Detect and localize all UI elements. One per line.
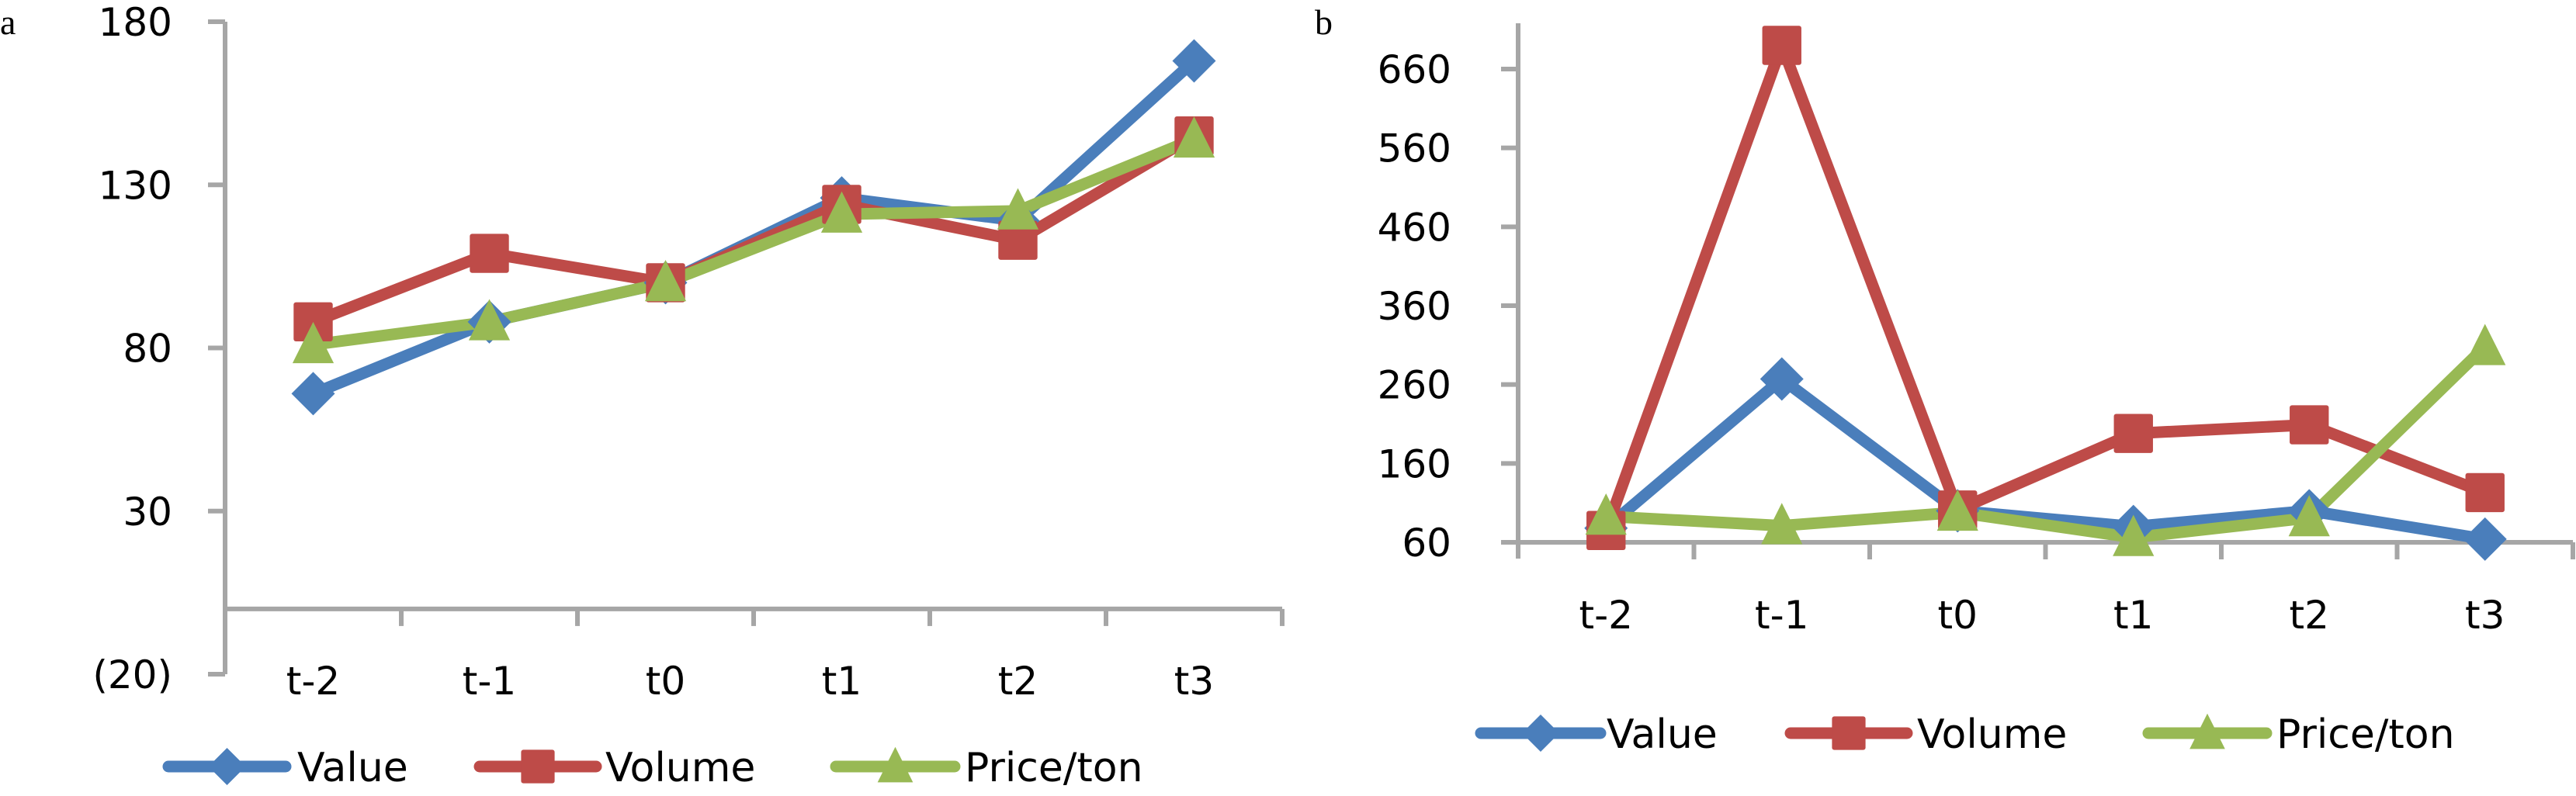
chart-a-legend: Value Volume Price/ton <box>162 745 1143 791</box>
chart-a-data-point-volume <box>470 234 509 273</box>
chart-a-y-tick-label: 30 <box>123 490 172 535</box>
chart-a-data-point-price-ton <box>468 299 511 341</box>
chart-b-x-tick-label: t1 <box>2113 593 2153 638</box>
chart-a-data-point-value <box>1172 39 1216 83</box>
chart-b-legend-label-price-ton: Price/ton <box>2276 711 2455 758</box>
chart-b-y-tick-label: 360 <box>1378 284 1451 329</box>
chart-b-series-line-volume <box>1600 40 2488 533</box>
chart-a-legend-label-value: Value <box>297 745 408 791</box>
chart-a-data-point-price-ton <box>997 188 1039 230</box>
chart-b-data-point-price-ton <box>2464 324 2506 365</box>
chart-a-series <box>291 39 1216 416</box>
chart-a-data-point-price-ton <box>820 191 863 233</box>
chart-a-data-point-price-ton <box>292 321 335 364</box>
chart-b-y-tick-label: 560 <box>1378 126 1451 171</box>
chart-a-series-line-value <box>310 56 1198 400</box>
chart-b-data-point-value <box>1760 357 1804 401</box>
chart-b-y-tick-label: 260 <box>1378 363 1451 408</box>
chart-b-x-axis: t-2 t-1 t0 t1 t2 t3 <box>1518 540 2575 638</box>
chart-a-y-tick-label: 130 <box>99 163 172 208</box>
chart-b-legend-label-volume: Volume <box>1917 711 2067 758</box>
chart-b-series-line-value <box>1602 373 2486 545</box>
chart-a-legend-diamond-icon <box>208 748 246 785</box>
chart-b-y-tick-label: 60 <box>1402 521 1451 566</box>
chart-a-series-line-volume <box>310 130 1198 327</box>
chart-b-data-point-value <box>2463 517 2507 561</box>
chart-b-data-point-volume <box>2290 405 2329 445</box>
chart-b-legend-label-value: Value <box>1607 711 1718 758</box>
chart-b: b 660 560 460 360 260 160 60 t-2 t-1 t0 t1 t2 t3 Va… <box>1315 2 2575 758</box>
chart-b-data-point-volume <box>2113 414 2153 453</box>
chart-b-legend-diamond-icon <box>1522 715 1559 752</box>
chart-b-legend: Value Volume Price/ton <box>1475 711 2455 758</box>
chart-a-y-tick-label: 80 <box>123 327 172 372</box>
chart-b-y-tick-label: 460 <box>1378 205 1451 250</box>
chart-a-y-axis: 180 130 80 30 (20) <box>92 0 227 697</box>
chart-a-data-point-value <box>291 372 335 416</box>
chart-a-data-point-volume <box>998 220 1038 260</box>
chart-a-data-point-price-ton <box>644 260 687 302</box>
chart-b-x-tick-label: t-2 <box>1579 593 1633 638</box>
chart-b-x-tick-label: t0 <box>1938 593 1978 638</box>
chart-a-data-point-price-ton <box>1173 116 1215 158</box>
chart-a-y-tick-label: 180 <box>99 0 172 45</box>
chart-b-y-axis: 660 560 460 360 260 160 60 <box>1378 23 1520 566</box>
chart-a-legend-square-icon <box>521 749 555 784</box>
chart-b-legend-triangle-icon <box>2189 713 2225 749</box>
panel-label-a: a <box>0 2 16 42</box>
chart-b-series <box>1584 26 2507 561</box>
chart-a-data-point-volume <box>293 302 333 342</box>
chart-b-data-point-price-ton <box>2288 495 2330 537</box>
chart-a-legend-label-price-ton: Price/ton <box>965 745 1143 791</box>
chart-b-x-tick-label: t2 <box>2290 593 2329 638</box>
chart-a-x-tick-label: t3 <box>1174 659 1214 704</box>
panel-label-b: b <box>1315 2 1333 42</box>
chart-b-series-line-price-ton <box>1605 342 2489 544</box>
chart-a-x-axis: t-2 t-1 t0 t1 t2 t3 <box>225 606 1285 704</box>
chart-a-x-tick-label: t0 <box>646 659 685 704</box>
chart-a-x-tick-label: t-2 <box>286 659 340 704</box>
chart-b-y-tick-label: 660 <box>1378 47 1451 92</box>
chart-a: a 180 130 80 30 (20) t-2 t-1 t0 t1 t2 t3 Value Vol… <box>0 0 1285 791</box>
chart-b-data-point-price-ton <box>1936 489 1978 531</box>
chart-a-x-tick-label: t-1 <box>463 659 516 704</box>
chart-b-legend-square-icon <box>1832 716 1866 750</box>
chart-a-x-tick-label: t2 <box>998 659 1038 704</box>
chart-b-data-point-price-ton <box>1585 493 1627 535</box>
chart-b-x-tick-label: t3 <box>2465 593 2505 638</box>
chart-b-x-tick-label: t-1 <box>1755 593 1808 638</box>
chart-b-y-tick-label: 160 <box>1378 441 1451 486</box>
chart-b-data-point-price-ton <box>1761 503 1803 545</box>
chart-b-data-point-volume <box>1762 26 1801 65</box>
chart-a-x-tick-label: t1 <box>822 659 862 704</box>
chart-b-data-point-price-ton <box>2113 514 2155 556</box>
chart-a-series-line-price-ton <box>312 133 1197 351</box>
chart-a-legend-triangle-icon <box>877 746 914 783</box>
chart-a-y-tick-label: (20) <box>92 652 172 697</box>
chart-a-legend-label-volume: Volume <box>605 745 755 791</box>
chart-b-data-point-volume <box>2465 472 2505 513</box>
